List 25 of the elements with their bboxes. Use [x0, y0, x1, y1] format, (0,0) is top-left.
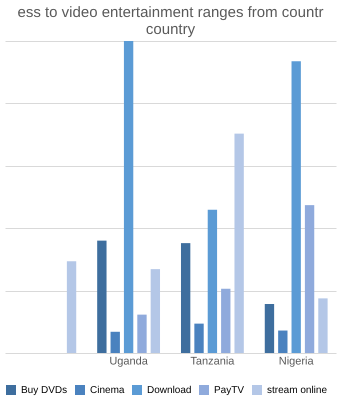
x-tick-label: Tanzania [190, 356, 236, 368]
x-tick-label: Uganda [109, 356, 149, 368]
legend-label: Buy DVDs [21, 385, 68, 396]
bar [304, 205, 314, 353]
bar [221, 288, 230, 353]
legend-label: stream online [267, 385, 328, 396]
bar [180, 243, 190, 353]
bar [278, 330, 288, 353]
bar [318, 298, 328, 353]
legend-label: Download [147, 385, 192, 396]
bar [292, 61, 301, 353]
bar [110, 332, 120, 353]
chart-title: ess to video entertainment ranges from countr country [18, 4, 324, 38]
x-tick-label: Nigeria [278, 356, 314, 368]
bar [124, 41, 134, 353]
bar [66, 261, 76, 353]
bar [194, 324, 204, 353]
bar [97, 240, 107, 353]
bar [137, 314, 147, 353]
bar [234, 134, 244, 353]
bar [208, 210, 218, 353]
legend-label: Cinema [90, 385, 125, 396]
legend-label: PayTV [214, 385, 244, 396]
bar [150, 269, 160, 353]
bar [264, 304, 274, 353]
